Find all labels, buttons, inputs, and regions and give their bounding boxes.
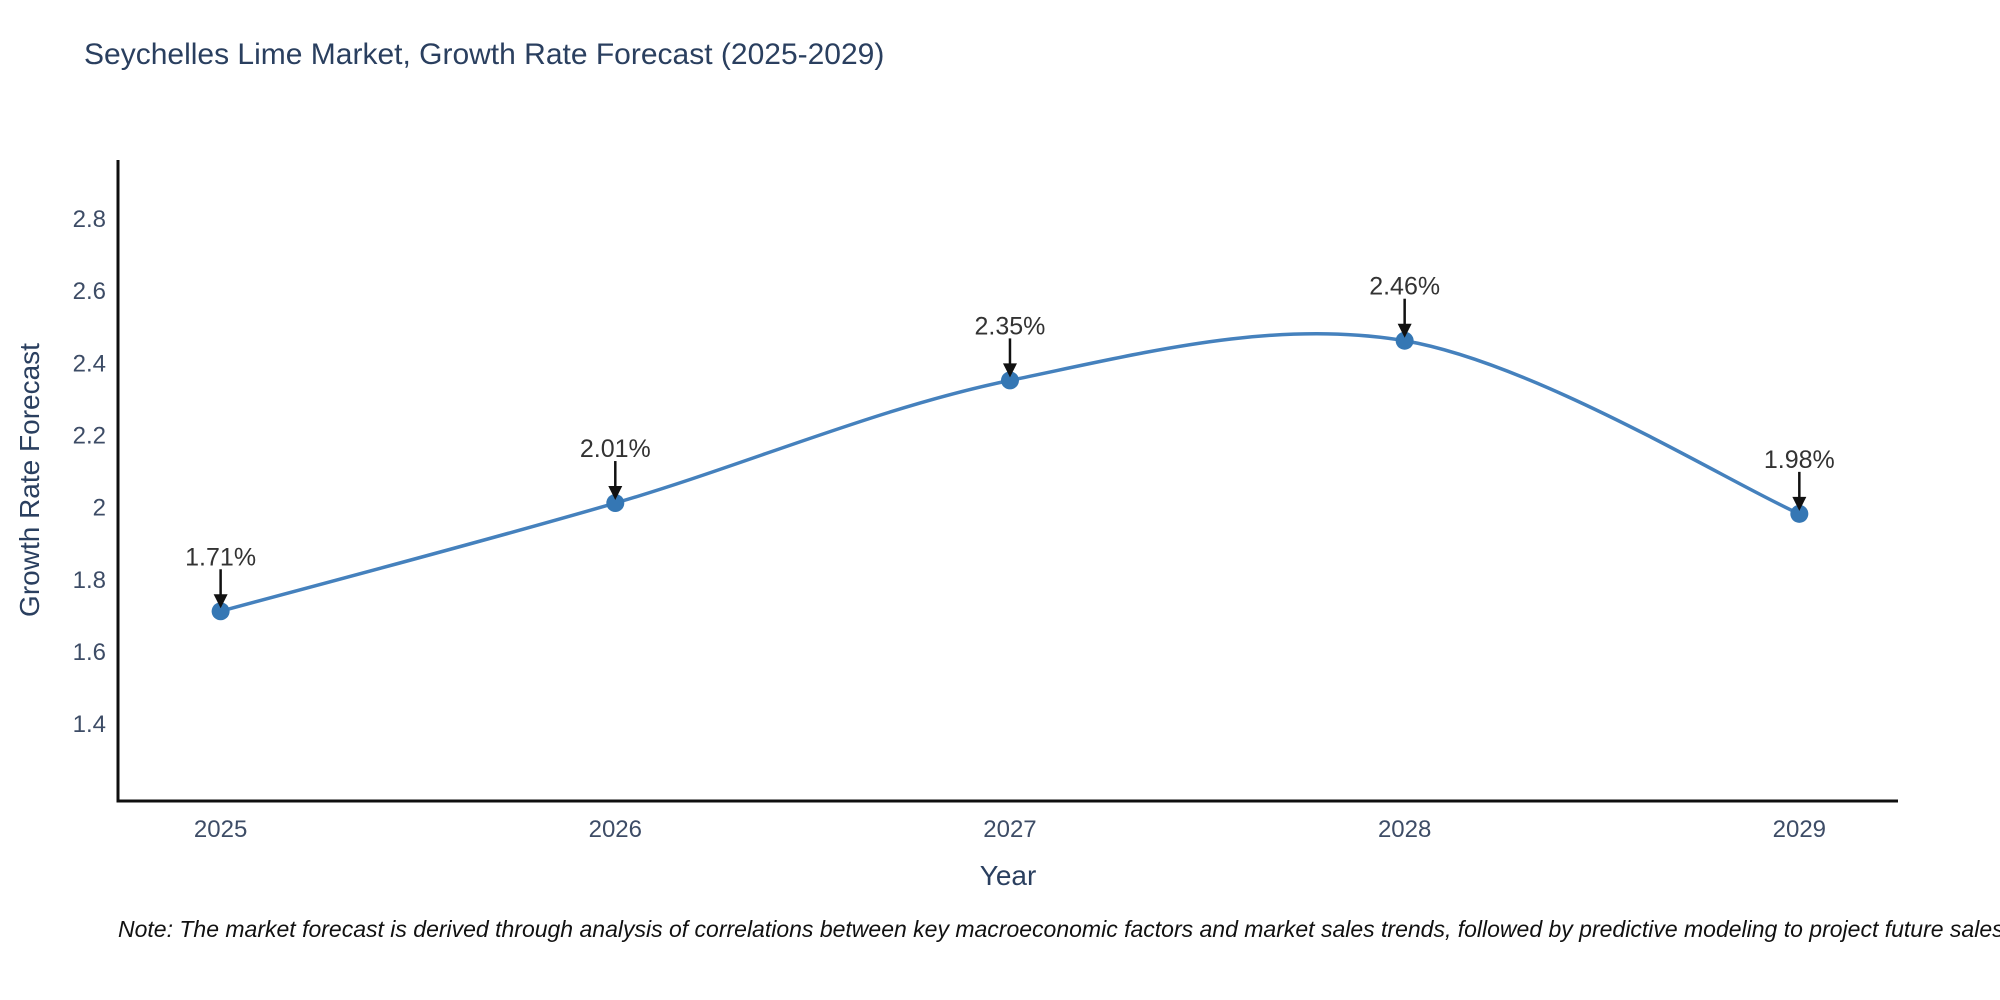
chart-title: Seychelles Lime Market, Growth Rate Fore… bbox=[84, 38, 885, 71]
x-tick-label: 2025 bbox=[194, 816, 247, 843]
y-tick-label: 2.4 bbox=[73, 350, 106, 377]
y-tick-label: 2.8 bbox=[73, 206, 106, 233]
y-tick-label: 1.6 bbox=[73, 639, 106, 666]
annotation-label: 2.01% bbox=[580, 435, 651, 463]
data-point-marker bbox=[1790, 504, 1809, 523]
annotation-label: 2.46% bbox=[1369, 273, 1440, 301]
x-tick-label: 2027 bbox=[983, 816, 1036, 843]
axis-lines bbox=[116, 160, 1898, 803]
annotation-label: 1.98% bbox=[1764, 446, 1835, 474]
x-tick-label: 2026 bbox=[589, 816, 642, 843]
annotation-arrowhead bbox=[608, 486, 623, 501]
x-axis-title: Year bbox=[979, 860, 1037, 891]
y-tick-label: 1.8 bbox=[73, 567, 106, 594]
annotation-arrowhead bbox=[1002, 363, 1017, 378]
annotation-label: 2.35% bbox=[975, 312, 1046, 340]
data-point-marker bbox=[1395, 331, 1414, 350]
annotation-arrowhead bbox=[213, 594, 228, 609]
y-tick-label: 2 bbox=[93, 495, 106, 522]
data-point-marker bbox=[606, 494, 625, 513]
annotation-label: 1.71% bbox=[185, 543, 256, 571]
data-point-marker bbox=[211, 602, 230, 621]
annotation-arrowhead bbox=[1397, 323, 1412, 338]
y-tick-label: 2.6 bbox=[73, 278, 106, 305]
y-tick-label: 1.4 bbox=[73, 711, 106, 738]
data-point-marker bbox=[1000, 371, 1019, 390]
x-tick-label: 2029 bbox=[1773, 816, 1826, 843]
y-tick-label: 2.2 bbox=[73, 423, 106, 450]
x-tick-label: 2028 bbox=[1378, 816, 1431, 843]
footnote: Note: The market forecast is derived thr… bbox=[118, 916, 2000, 942]
annotation-arrowhead bbox=[1792, 496, 1807, 511]
